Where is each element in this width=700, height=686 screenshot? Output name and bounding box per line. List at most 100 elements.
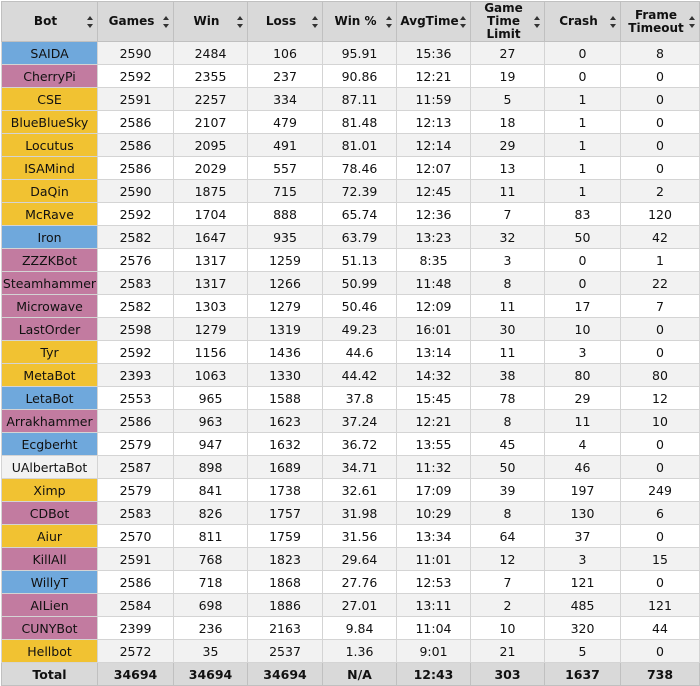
avgtime-cell: 10:29 <box>396 501 471 525</box>
win-cell: 1279 <box>173 317 248 341</box>
bot-name-cell: Iron <box>1 225 98 249</box>
crash-cell: 0 <box>544 41 621 65</box>
avgtime-cell: 17:09 <box>396 478 471 502</box>
game-time-limit-cell: 11 <box>470 179 545 203</box>
game-time-limit-cell: 64 <box>470 524 545 548</box>
win-cell: 841 <box>173 478 248 502</box>
win-pct-cell: 65.74 <box>322 202 397 226</box>
avgtime-cell: 13:11 <box>396 593 471 617</box>
win-cell: 2484 <box>173 41 248 65</box>
sort-icon <box>534 15 541 28</box>
avgtime-cell: 16:01 <box>396 317 471 341</box>
game-time-limit-cell: 78 <box>470 386 545 410</box>
column-header-avgtime[interactable]: AvgTime <box>396 1 471 42</box>
column-header-games[interactable]: Games <box>97 1 174 42</box>
frame-timeout-cell: 0 <box>620 156 700 180</box>
total-win-pct: N/A <box>322 662 397 686</box>
win-cell: 2257 <box>173 87 248 111</box>
win-pct-cell: 36.72 <box>322 432 397 456</box>
win-cell: 947 <box>173 432 248 456</box>
loss-cell: 106 <box>247 41 323 65</box>
win-pct-cell: 72.39 <box>322 179 397 203</box>
avgtime-cell: 12:09 <box>396 294 471 318</box>
loss-cell: 1266 <box>247 271 323 295</box>
avgtime-cell: 13:23 <box>396 225 471 249</box>
bot-name-cell: Microwave <box>1 294 98 318</box>
avgtime-cell: 13:55 <box>396 432 471 456</box>
game-time-limit-cell: 5 <box>470 87 545 111</box>
win-pct-cell: 44.42 <box>322 363 397 387</box>
column-header-crash[interactable]: Crash <box>544 1 621 42</box>
bot-name-cell: SAIDA <box>1 41 98 65</box>
bot-name-cell: Ximp <box>1 478 98 502</box>
game-time-limit-cell: 11 <box>470 294 545 318</box>
avgtime-cell: 13:34 <box>396 524 471 548</box>
bot-name-cell: Locutus <box>1 133 98 157</box>
column-header-frame-timeout[interactable]: Frame Timeout <box>620 1 700 42</box>
sort-icon <box>87 15 94 28</box>
loss-cell: 1689 <box>247 455 323 479</box>
game-time-limit-cell: 13 <box>470 156 545 180</box>
avgtime-cell: 12:07 <box>396 156 471 180</box>
frame-timeout-cell: 12 <box>620 386 700 410</box>
game-time-limit-cell: 32 <box>470 225 545 249</box>
avgtime-cell: 12:21 <box>396 64 471 88</box>
sort-icon <box>312 15 319 28</box>
column-header-win-pct[interactable]: Win % <box>322 1 397 42</box>
bot-name-cell: Arrakhammer <box>1 409 98 433</box>
win-pct-cell: 51.13 <box>322 248 397 272</box>
games-cell: 2579 <box>97 432 174 456</box>
bot-name-cell: ISAMind <box>1 156 98 180</box>
table-row: ZZZKBot 2576 1317 1259 51.13 8:35 3 0 1 <box>1 248 700 272</box>
bot-name-cell: CherryPi <box>1 64 98 88</box>
loss-cell: 1823 <box>247 547 323 571</box>
crash-cell: 485 <box>544 593 621 617</box>
bot-name-cell: UAlbertaBot <box>1 455 98 479</box>
bot-name-cell: CDBot <box>1 501 98 525</box>
column-header-loss[interactable]: Loss <box>247 1 323 42</box>
games-cell: 2583 <box>97 271 174 295</box>
frame-timeout-cell: 0 <box>620 432 700 456</box>
games-cell: 2586 <box>97 110 174 134</box>
game-time-limit-cell: 11 <box>470 340 545 364</box>
win-cell: 35 <box>173 639 248 663</box>
games-cell: 2586 <box>97 409 174 433</box>
avgtime-cell: 12:53 <box>396 570 471 594</box>
games-cell: 2576 <box>97 248 174 272</box>
game-time-limit-cell: 8 <box>470 409 545 433</box>
loss-cell: 491 <box>247 133 323 157</box>
sort-icon <box>689 15 696 28</box>
frame-timeout-cell: 80 <box>620 363 700 387</box>
column-header-label: Crash <box>559 14 598 28</box>
table-row: Tyr 2592 1156 1436 44.6 13:14 11 3 0 <box>1 340 700 364</box>
crash-cell: 50 <box>544 225 621 249</box>
bot-name-cell: DaQin <box>1 179 98 203</box>
bot-name-cell: LetaBot <box>1 386 98 410</box>
games-cell: 2598 <box>97 317 174 341</box>
avgtime-cell: 11:32 <box>396 455 471 479</box>
column-header-bot[interactable]: Bot <box>1 1 98 42</box>
win-pct-cell: 81.48 <box>322 110 397 134</box>
total-row: Total 34694 34694 34694 N/A 12:43 303 16… <box>1 662 700 686</box>
loss-cell: 1757 <box>247 501 323 525</box>
column-header-label: Win % <box>334 14 377 28</box>
bot-name-cell: LastOrder <box>1 317 98 341</box>
column-header-game-time-limit[interactable]: Game Time Limit <box>470 1 545 42</box>
loss-cell: 1886 <box>247 593 323 617</box>
avgtime-cell: 8:35 <box>396 248 471 272</box>
loss-cell: 1759 <box>247 524 323 548</box>
column-header-win[interactable]: Win <box>173 1 248 42</box>
win-cell: 768 <box>173 547 248 571</box>
games-cell: 2590 <box>97 41 174 65</box>
frame-timeout-cell: 7 <box>620 294 700 318</box>
game-time-limit-cell: 3 <box>470 248 545 272</box>
loss-cell: 1279 <box>247 294 323 318</box>
win-cell: 2095 <box>173 133 248 157</box>
crash-cell: 46 <box>544 455 621 479</box>
win-pct-cell: 78.46 <box>322 156 397 180</box>
games-cell: 2393 <box>97 363 174 387</box>
loss-cell: 1588 <box>247 386 323 410</box>
bot-name-cell: AILien <box>1 593 98 617</box>
win-cell: 1156 <box>173 340 248 364</box>
crash-cell: 29 <box>544 386 621 410</box>
